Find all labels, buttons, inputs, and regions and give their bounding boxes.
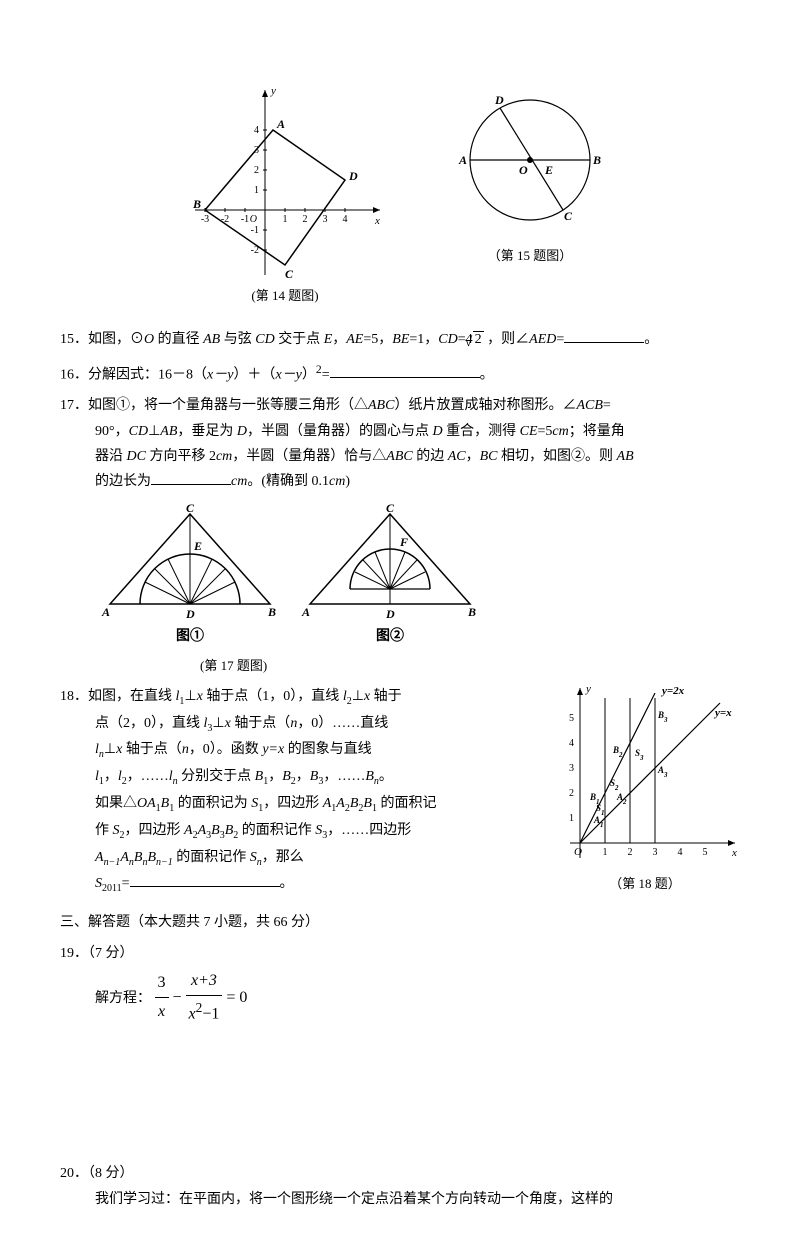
figure-18: 12345 12345 O x y y=2x y=x A1 A2 A3 B1 B… — [550, 678, 740, 904]
svg-text:B: B — [267, 605, 276, 619]
svg-text:4: 4 — [343, 214, 348, 225]
svg-text:O: O — [519, 163, 528, 177]
svg-text:3: 3 — [323, 214, 328, 225]
q15-blank — [564, 328, 644, 343]
svg-text:y=x: y=x — [713, 707, 732, 719]
fig18-caption: （第 18 题） — [550, 872, 740, 895]
svg-text:A: A — [276, 117, 285, 131]
svg-text:B: B — [592, 153, 601, 167]
svg-text:3: 3 — [653, 847, 658, 858]
svg-text:-1: -1 — [251, 225, 259, 236]
svg-text:3: 3 — [569, 763, 574, 774]
svg-text:D: D — [385, 607, 395, 621]
svg-text:5: 5 — [569, 713, 574, 724]
svg-text:1: 1 — [254, 185, 259, 196]
svg-text:B: B — [192, 197, 201, 211]
svg-text:C: C — [285, 267, 294, 280]
figure-14: -3-2-1 1234 O 1234 -1-2 A B C D x y (第 1… — [185, 80, 385, 307]
fig14-svg: -3-2-1 1234 O 1234 -1-2 A B C D x y — [185, 80, 385, 280]
q18-blank — [130, 872, 280, 887]
fig17-1: A B C D E 图① — [100, 504, 280, 649]
svg-text:C: C — [186, 504, 195, 515]
svg-text:O: O — [250, 214, 257, 225]
question-19: 19．（7 分） 解方程： 3x − x+3x2−1 = 0 — [60, 941, 740, 1029]
svg-text:2: 2 — [628, 847, 633, 858]
fig15-svg: A B C D O E — [445, 80, 615, 240]
question-18: 18．如图，在直线 l1⊥x 轴于点（1，0），直线 l2⊥x 轴于 点（2，0… — [60, 684, 530, 898]
svg-text:S3: S3 — [635, 748, 644, 762]
svg-text:4: 4 — [678, 847, 683, 858]
svg-text:x: x — [731, 847, 737, 859]
svg-text:B: B — [467, 605, 476, 619]
svg-text:D: D — [185, 607, 195, 621]
q19-formula: 3x − x+3x2−1 = 0 — [155, 989, 248, 1006]
svg-text:x: x — [374, 215, 380, 227]
svg-text:1: 1 — [283, 214, 288, 225]
q17-num: 17． — [60, 398, 88, 413]
svg-text:1: 1 — [603, 847, 608, 858]
figure-15: A B C D O E （第 15 题图） — [445, 80, 615, 307]
svg-text:A: A — [101, 605, 110, 619]
fig15-caption: （第 15 题图） — [445, 244, 615, 267]
svg-text:O: O — [574, 846, 582, 858]
question-20: 20．（8 分） 我们学习过：在平面内，将一个图形绕一个定点沿着某个方向转动一个… — [60, 1161, 740, 1211]
svg-text:4: 4 — [254, 125, 259, 136]
svg-text:2: 2 — [254, 165, 259, 176]
svg-text:A3: A3 — [657, 765, 668, 779]
svg-text:1: 1 — [569, 813, 574, 824]
question-17: 17．如图①，将一个量角器与一张等腰三角形（△ABC）纸片放置成轴对称图形。∠A… — [60, 393, 740, 494]
fig17-2: A B C D F 图② — [300, 504, 480, 649]
svg-text:S2: S2 — [610, 778, 619, 792]
svg-text:D: D — [348, 169, 358, 183]
svg-text:y: y — [270, 85, 276, 97]
question-15: 15．如图，⊙O 的直径 AB 与弦 CD 交于点 E，AE=5，BE=1，CD… — [60, 327, 740, 352]
q16-num: 16． — [60, 367, 88, 382]
q17-blank — [151, 470, 231, 485]
svg-text:F: F — [399, 535, 408, 549]
top-figures-row: -3-2-1 1234 O 1234 -1-2 A B C D x y (第 1… — [60, 80, 740, 307]
svg-text:2: 2 — [569, 788, 574, 799]
svg-text:C: C — [386, 504, 395, 515]
question-16: 16．分解因式：16－8（x－y）＋（x－y）2=。 — [60, 359, 740, 388]
svg-text:E: E — [193, 539, 202, 553]
section-3-heading: 三、解答题（本大题共 7 小题，共 66 分） — [60, 910, 740, 935]
svg-text:E: E — [544, 163, 553, 177]
svg-text:y=2x: y=2x — [660, 685, 685, 697]
svg-text:D: D — [494, 93, 504, 107]
fig17-caption: (第 17 题图) — [200, 654, 740, 677]
q15-num: 15． — [60, 332, 88, 347]
svg-text:2: 2 — [303, 214, 308, 225]
svg-text:A2: A2 — [616, 792, 627, 806]
fig14-caption: (第 14 题图) — [185, 284, 385, 307]
svg-text:4: 4 — [569, 738, 574, 749]
q16-blank — [330, 363, 480, 378]
svg-text:A: A — [458, 153, 467, 167]
svg-text:C: C — [564, 209, 573, 223]
svg-text:-1: -1 — [241, 214, 249, 225]
svg-text:y: y — [585, 683, 591, 695]
question-18-wrap: 18．如图，在直线 l1⊥x 轴于点（1，0），直线 l2⊥x 轴于 点（2，0… — [60, 678, 740, 904]
svg-text:5: 5 — [703, 847, 708, 858]
svg-text:B2: B2 — [612, 745, 623, 759]
svg-text:-3: -3 — [201, 214, 209, 225]
svg-text:A1: A1 — [593, 815, 604, 829]
svg-text:B3: B3 — [657, 710, 668, 724]
svg-text:A: A — [301, 605, 310, 619]
figure-17-row: A B C D E 图① A B C D F — [100, 504, 740, 649]
